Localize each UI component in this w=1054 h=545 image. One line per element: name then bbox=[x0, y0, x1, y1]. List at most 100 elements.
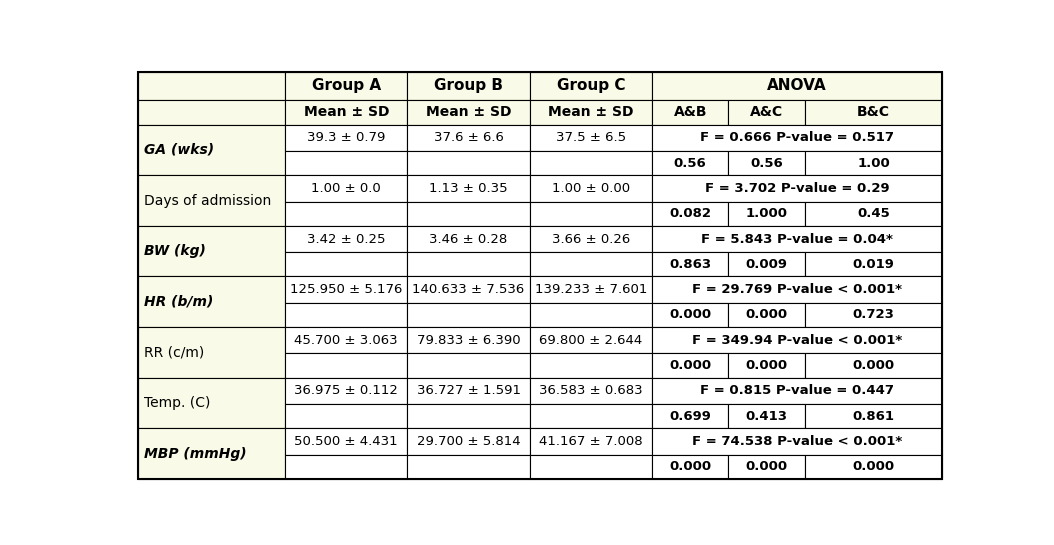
Bar bbox=[286, 378, 408, 404]
Bar bbox=[805, 151, 942, 175]
Bar bbox=[530, 252, 652, 276]
Text: 1.13 ± 0.35: 1.13 ± 0.35 bbox=[429, 182, 508, 195]
Text: ANOVA: ANOVA bbox=[767, 78, 827, 93]
Bar bbox=[652, 303, 728, 327]
Text: Group A: Group A bbox=[312, 78, 380, 93]
Bar bbox=[652, 175, 942, 202]
Text: 0.000: 0.000 bbox=[745, 308, 787, 322]
Bar bbox=[530, 71, 652, 100]
Bar bbox=[728, 353, 805, 378]
Text: 140.633 ± 7.536: 140.633 ± 7.536 bbox=[412, 283, 525, 296]
Text: 1.00 ± 0.00: 1.00 ± 0.00 bbox=[552, 182, 630, 195]
Bar bbox=[286, 226, 408, 252]
Text: 0.000: 0.000 bbox=[669, 460, 711, 473]
Bar bbox=[805, 252, 942, 276]
Bar bbox=[728, 404, 805, 428]
Bar bbox=[408, 428, 530, 455]
Bar bbox=[530, 100, 652, 125]
Text: Group C: Group C bbox=[557, 78, 625, 93]
Text: Days of admission: Days of admission bbox=[144, 193, 271, 208]
Bar bbox=[408, 276, 530, 303]
Bar bbox=[530, 378, 652, 404]
Text: 1.000: 1.000 bbox=[745, 207, 787, 220]
Bar bbox=[652, 71, 942, 100]
Bar bbox=[138, 226, 286, 276]
Text: 0.009: 0.009 bbox=[745, 258, 787, 271]
Bar bbox=[408, 125, 530, 151]
Text: 36.727 ± 1.591: 36.727 ± 1.591 bbox=[416, 384, 521, 397]
Text: 0.000: 0.000 bbox=[853, 460, 895, 473]
Text: 0.863: 0.863 bbox=[669, 258, 711, 271]
Bar bbox=[408, 252, 530, 276]
Text: 0.019: 0.019 bbox=[853, 258, 895, 271]
Bar bbox=[805, 303, 942, 327]
Text: 45.700 ± 3.063: 45.700 ± 3.063 bbox=[294, 334, 398, 347]
Text: Mean ± SD: Mean ± SD bbox=[426, 105, 511, 119]
Bar bbox=[652, 252, 728, 276]
Bar bbox=[652, 125, 942, 151]
Bar bbox=[652, 428, 942, 455]
Text: 0.699: 0.699 bbox=[669, 410, 711, 422]
Text: 0.000: 0.000 bbox=[669, 308, 711, 322]
Text: HR (b/m): HR (b/m) bbox=[144, 295, 214, 309]
Bar bbox=[286, 202, 408, 226]
Text: F = 29.769 P-value < 0.001*: F = 29.769 P-value < 0.001* bbox=[692, 283, 902, 296]
Text: 139.233 ± 7.601: 139.233 ± 7.601 bbox=[534, 283, 647, 296]
Bar bbox=[530, 327, 652, 353]
Text: 1.00: 1.00 bbox=[857, 156, 890, 169]
Text: F = 0.666 P-value = 0.517: F = 0.666 P-value = 0.517 bbox=[700, 131, 894, 144]
Text: 0.000: 0.000 bbox=[669, 359, 711, 372]
Text: 125.950 ± 5.176: 125.950 ± 5.176 bbox=[290, 283, 403, 296]
Text: 69.800 ± 2.644: 69.800 ± 2.644 bbox=[540, 334, 643, 347]
Bar bbox=[286, 252, 408, 276]
Bar bbox=[652, 378, 942, 404]
Bar bbox=[138, 428, 286, 479]
Bar bbox=[652, 353, 728, 378]
Text: 41.167 ± 7.008: 41.167 ± 7.008 bbox=[539, 435, 643, 448]
Bar bbox=[408, 327, 530, 353]
Bar bbox=[138, 125, 286, 175]
Bar bbox=[530, 175, 652, 202]
Bar bbox=[805, 202, 942, 226]
Bar bbox=[652, 455, 728, 479]
Bar bbox=[286, 327, 408, 353]
Bar bbox=[530, 428, 652, 455]
Text: 36.975 ± 0.112: 36.975 ± 0.112 bbox=[294, 384, 398, 397]
Bar bbox=[728, 303, 805, 327]
Bar bbox=[728, 151, 805, 175]
Bar bbox=[286, 276, 408, 303]
Text: 50.500 ± 4.431: 50.500 ± 4.431 bbox=[294, 435, 398, 448]
Text: Mean ± SD: Mean ± SD bbox=[548, 105, 633, 119]
Text: 0.000: 0.000 bbox=[853, 359, 895, 372]
Bar bbox=[286, 125, 408, 151]
Bar bbox=[805, 455, 942, 479]
Text: Temp. (C): Temp. (C) bbox=[144, 396, 211, 410]
Bar bbox=[728, 252, 805, 276]
Text: 3.46 ± 0.28: 3.46 ± 0.28 bbox=[429, 233, 508, 246]
Bar bbox=[286, 455, 408, 479]
Text: 37.6 ± 6.6: 37.6 ± 6.6 bbox=[433, 131, 504, 144]
Text: 39.3 ± 0.79: 39.3 ± 0.79 bbox=[307, 131, 386, 144]
Text: Group B: Group B bbox=[434, 78, 503, 93]
Bar bbox=[408, 151, 530, 175]
Bar bbox=[408, 303, 530, 327]
Bar bbox=[286, 100, 408, 125]
Text: MBP (mmHg): MBP (mmHg) bbox=[144, 446, 247, 461]
Bar bbox=[286, 353, 408, 378]
Text: A&C: A&C bbox=[750, 105, 783, 119]
Text: RR (c/m): RR (c/m) bbox=[144, 346, 204, 359]
Bar bbox=[652, 327, 942, 353]
Bar bbox=[805, 100, 942, 125]
Text: 1.00 ± 0.0: 1.00 ± 0.0 bbox=[311, 182, 382, 195]
Text: F = 349.94 P-value < 0.001*: F = 349.94 P-value < 0.001* bbox=[692, 334, 902, 347]
Bar bbox=[530, 202, 652, 226]
Bar bbox=[286, 303, 408, 327]
Bar bbox=[530, 151, 652, 175]
Bar bbox=[138, 327, 286, 378]
Bar bbox=[728, 202, 805, 226]
Bar bbox=[286, 71, 408, 100]
Text: BW (kg): BW (kg) bbox=[144, 244, 206, 258]
Bar bbox=[408, 202, 530, 226]
Text: 0.413: 0.413 bbox=[745, 410, 787, 422]
Bar bbox=[530, 303, 652, 327]
